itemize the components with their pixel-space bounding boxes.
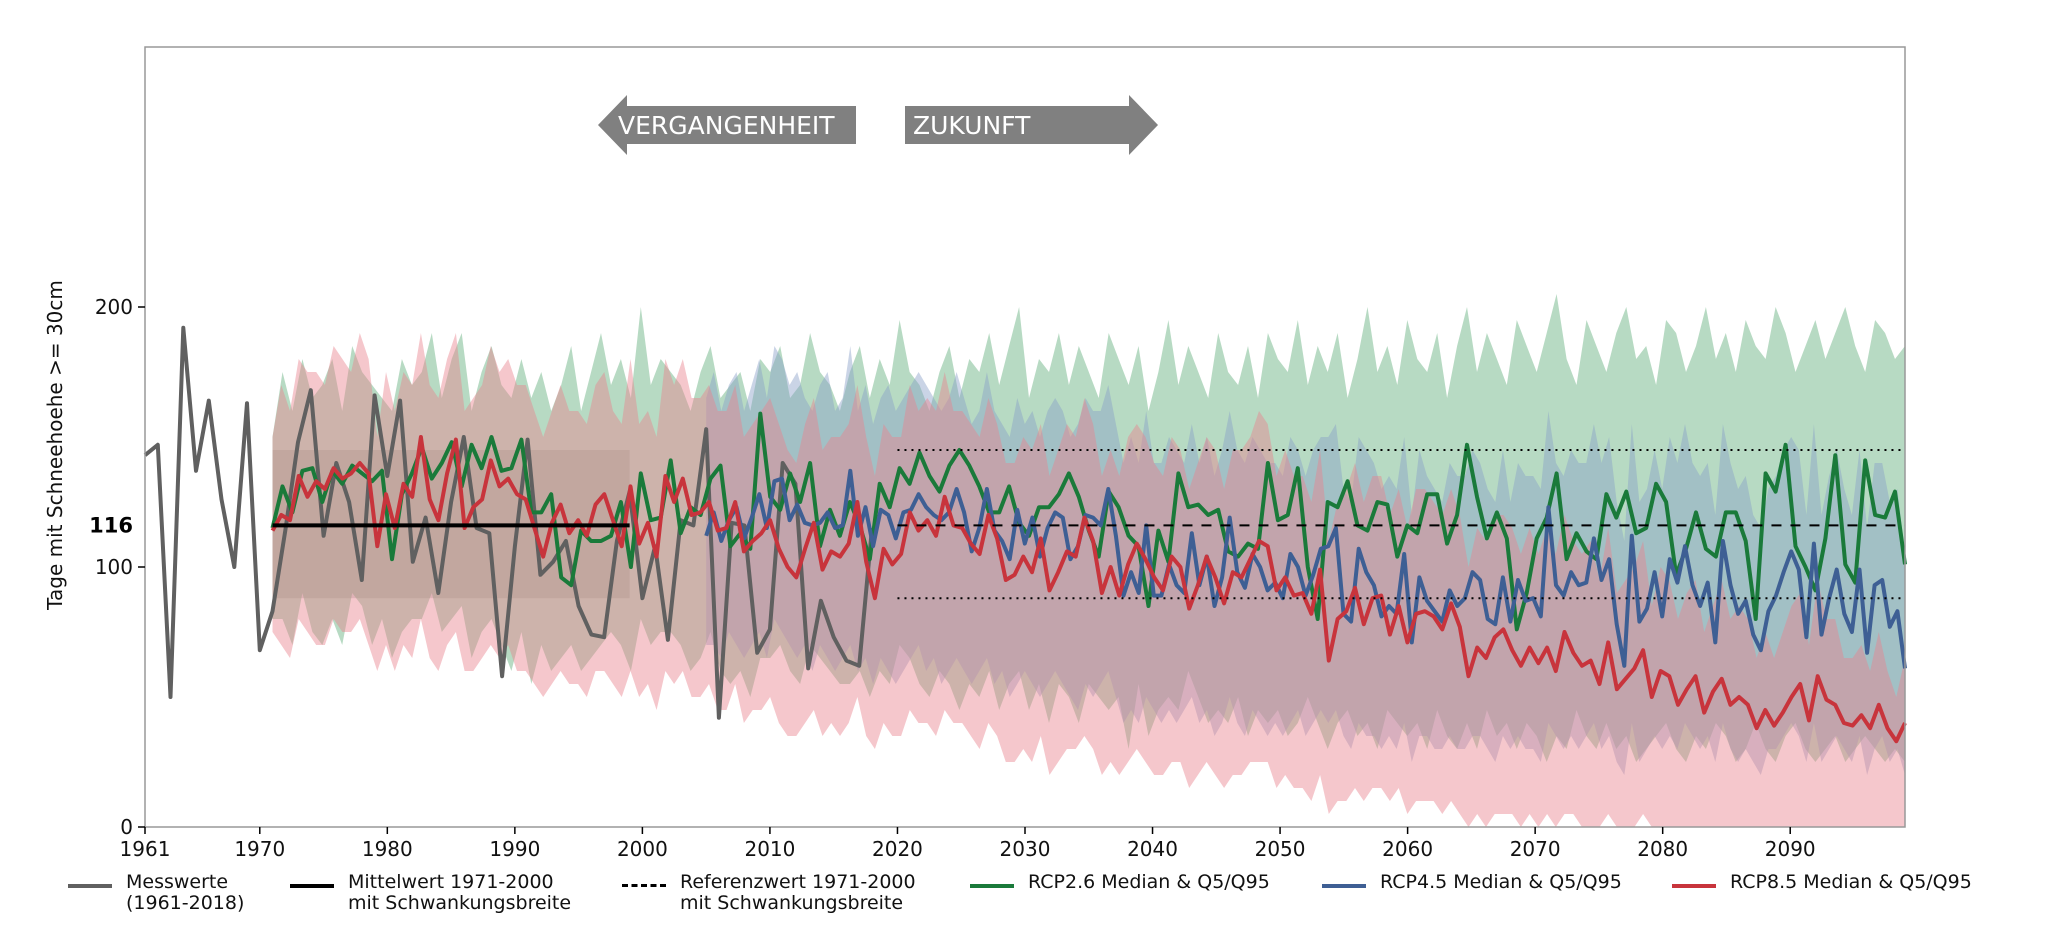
legend-label-reference: Referenzwert 1971-2000 mit Schwankungsbr…: [680, 871, 916, 914]
legend-label-rcp45: RCP4.5 Median & Q5/Q95: [1380, 871, 1622, 893]
arrow-future-icon: [905, 95, 1158, 155]
legend-label-observed: Messwerte (1961-2018): [126, 871, 245, 914]
axes: 1961 1970 1980 1990 2000 2010 2020 2030 2040 2050…: [43, 46, 1906, 861]
legend-label-rcp85: RCP8.5 Median & Q5/Q95: [1730, 871, 1972, 893]
legend-item-reference: Referenzwert 1971-2000 mit Schwankungsbr…: [622, 872, 916, 914]
legend-item-observed: Messwerte (1961-2018): [68, 872, 244, 914]
y-tick-label: 100: [95, 555, 133, 579]
legend-swatch-mean: [290, 884, 334, 888]
mean-value-label: 116: [89, 513, 133, 537]
legend-item-rcp45: RCP4.5 Median & Q5/Q95: [1322, 872, 1622, 893]
y-axis-title: Tage mit Schneehoehe >= 30cm: [43, 280, 67, 611]
legend-item-rcp85: RCP8.5 Median & Q5/Q95: [1672, 872, 1972, 893]
legend-swatch-observed: [68, 884, 112, 888]
x-tick-label: 1970: [234, 837, 285, 861]
legend-item-rcp26: RCP2.6 Median & Q5/Q95: [970, 872, 1270, 893]
legend-swatch-reference: [622, 884, 666, 887]
x-tick-label: 2040: [1127, 837, 1178, 861]
x-tick-label: 2090: [1765, 837, 1816, 861]
band-rcp85: [272, 333, 1905, 827]
x-tick-label: 2000: [617, 837, 668, 861]
line-rcp85: [270, 435, 1907, 744]
x-tick-label: 2060: [1382, 837, 1433, 861]
x-tick-label: 1980: [362, 837, 413, 861]
legend-swatch-rcp85: [1672, 884, 1716, 888]
arrow-past-label: VERGANGENHEIT: [618, 111, 835, 140]
x-tick-label: 2080: [1637, 837, 1688, 861]
legend: Messwerte (1961-2018) Mittelwert 1971-20…: [60, 872, 2048, 922]
legend-item-mean: Mittelwert 1971-2000 mit Schwankungsbrei…: [290, 872, 571, 914]
arrow-future-label: ZUKUNFT: [913, 111, 1031, 140]
y-tick-label: 200: [95, 295, 133, 319]
plot-area: [143, 294, 1907, 827]
x-tick-label: 2050: [1255, 837, 1306, 861]
y-tick-label: 0: [120, 815, 133, 839]
legend-label-mean: Mittelwert 1971-2000 mit Schwankungsbrei…: [348, 871, 572, 914]
x-tick-label: 2070: [1510, 837, 1561, 861]
x-tick-label: 2010: [744, 837, 795, 861]
x-tick-label: 2020: [872, 837, 923, 861]
x-tick-label: 1990: [489, 837, 540, 861]
x-tick-label: 2030: [1000, 837, 1051, 861]
arrow-past-icon: [598, 95, 856, 155]
legend-swatch-rcp45: [1322, 884, 1366, 888]
legend-label-rcp26: RCP2.6 Median & Q5/Q95: [1028, 871, 1270, 893]
legend-swatch-rcp26: [970, 884, 1014, 888]
x-tick-label: 1961: [120, 837, 171, 861]
line-observed: [143, 325, 874, 720]
annotations: VERGANGENHEIT ZUKUNFT: [598, 95, 1158, 155]
